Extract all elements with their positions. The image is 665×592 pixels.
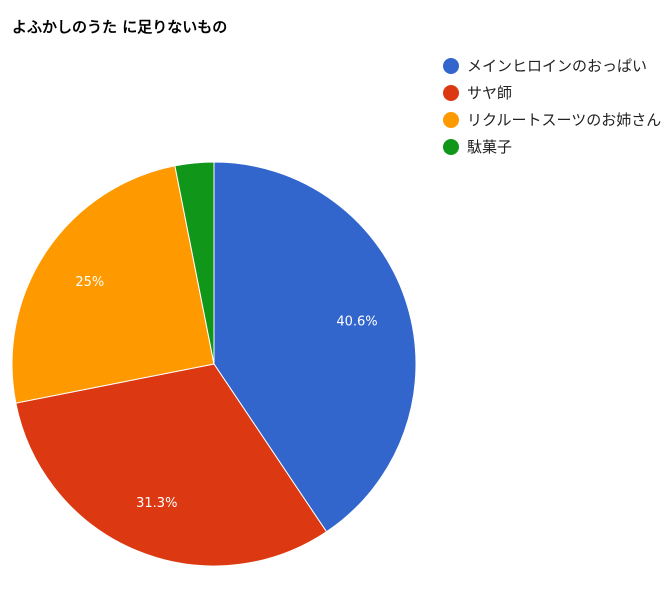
legend-item-main-heroine[interactable]: メインヒロインのおっぱい xyxy=(443,56,665,76)
legend-label-dagashi: 駄菓子 xyxy=(467,138,513,156)
legend-swatch-main-heroine xyxy=(443,58,459,74)
legend-label-recruit-suit: リクルートスーツのお姉さん xyxy=(467,111,662,129)
legend: メインヒロインのおっぱい サヤ師 リクルートスーツのお姉さん 駄菓子 xyxy=(443,56,665,164)
legend-label-main-heroine: メインヒロインのおっぱい xyxy=(467,57,648,75)
pie-slice-saya[interactable] xyxy=(15,363,328,567)
pie-slice-dagashi[interactable] xyxy=(174,161,215,365)
pie-slices xyxy=(11,161,417,567)
pie-label-recruit-suit: 25% xyxy=(75,275,104,290)
legend-item-dagashi[interactable]: 駄菓子 xyxy=(443,137,665,157)
chart-title: よふかしのうた に足りないもの xyxy=(12,18,228,36)
pie-slice-main-heroine[interactable] xyxy=(213,161,417,533)
legend-item-recruit-suit[interactable]: リクルートスーツのお姉さん xyxy=(443,110,665,130)
legend-swatch-dagashi xyxy=(443,139,459,155)
pie-label-saya: 31.3% xyxy=(136,496,177,511)
legend-label-saya: サヤ師 xyxy=(467,84,513,102)
pie-label-main-heroine: 40.6% xyxy=(336,314,377,329)
legend-swatch-saya xyxy=(443,85,459,101)
pie-slice-recruit-suit[interactable] xyxy=(11,165,215,404)
legend-item-saya[interactable]: サヤ師 xyxy=(443,83,665,103)
pie-labels: 40.6% 31.3% 25% xyxy=(75,275,377,511)
legend-swatch-recruit-suit xyxy=(443,112,459,128)
